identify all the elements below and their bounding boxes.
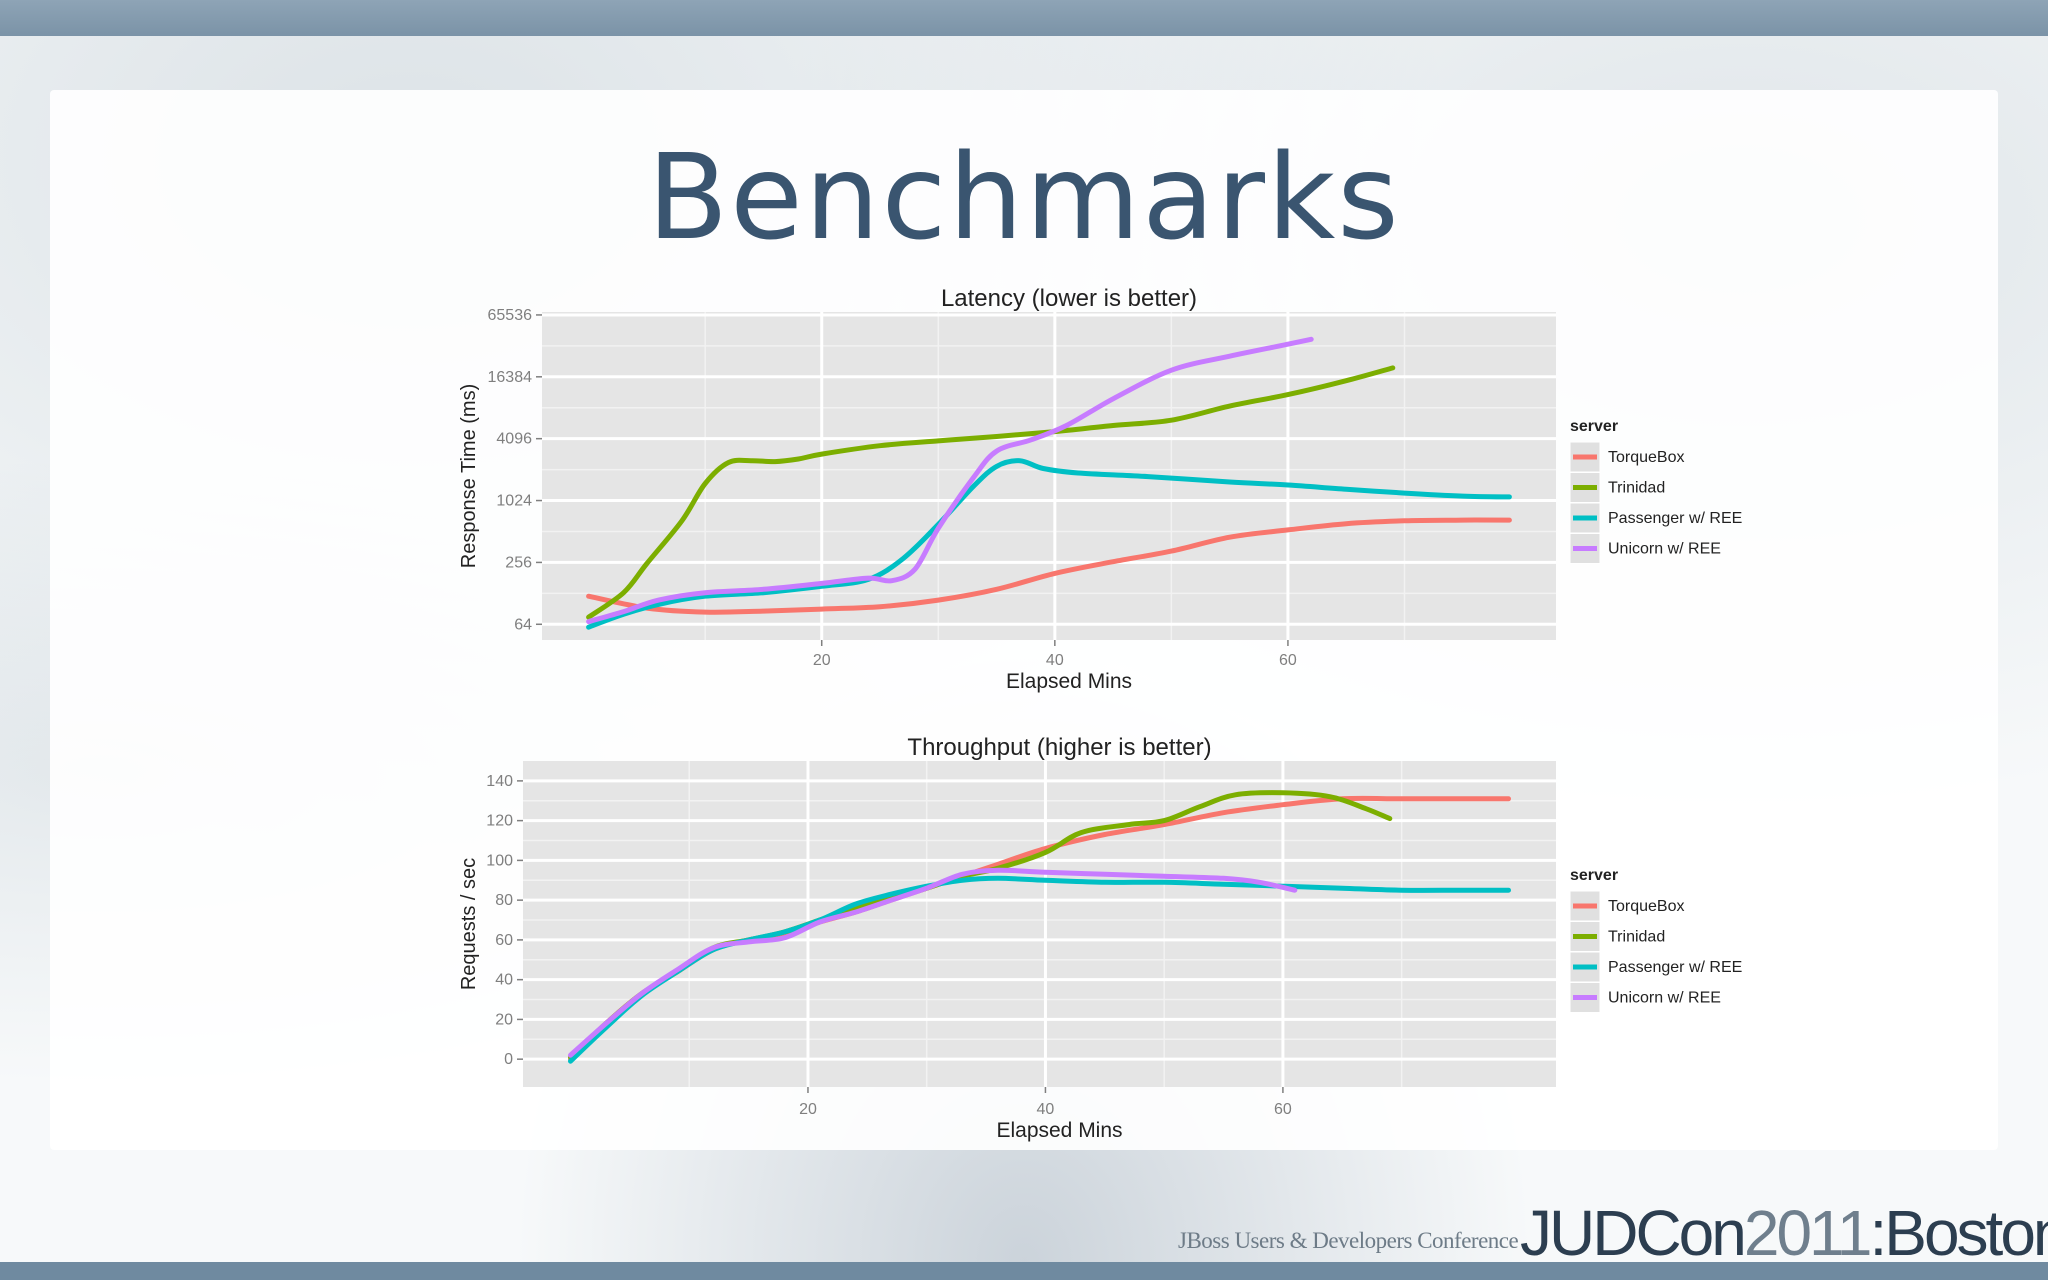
footer-brand-year: 2011 [1743, 1197, 1873, 1269]
y-tick-label: 16384 [488, 369, 533, 386]
y-tick-label: 80 [495, 892, 513, 909]
footer-brand: JUDCon2011:Boston [1520, 1196, 2048, 1270]
legend-label: Trinidad [1608, 929, 1665, 946]
series-line-torquebox [586, 517, 1512, 615]
chart-2: 20 40 60 0 20 40 60 80 100 120 140 Throughput (high… [458, 734, 1742, 1142]
footer-brand-name: JUDCon [1520, 1197, 1747, 1269]
y-tick-label: 40 [495, 972, 513, 989]
y-tick-label: 120 [486, 813, 513, 830]
x-tick-label: 20 [799, 1101, 817, 1118]
y-tick-label: 60 [495, 932, 513, 949]
x-axis-label: Elapsed Mins [996, 1119, 1122, 1142]
x-axis-label: Elapsed Mins [1006, 670, 1132, 693]
series-line-trinidad [586, 365, 1396, 620]
series-line-passenger-w-ree [586, 458, 1512, 630]
legend-label: TorqueBox [1608, 449, 1685, 466]
chart-title: Latency (lower is better) [941, 285, 1197, 312]
legend-label: Passenger w/ REE [1608, 959, 1742, 976]
bottom-band [0, 1262, 2048, 1280]
y-tick-label: 65536 [488, 307, 533, 324]
y-tick-label: 140 [486, 773, 513, 790]
y-tick-label: 100 [486, 852, 513, 869]
legend-label: Unicorn w/ REE [1608, 541, 1721, 558]
chart-1: 20 40 60 64 256 1024 4096 16384 65536 Latency (lo… [458, 285, 1742, 693]
top-band [0, 0, 2048, 36]
y-tick-label: 256 [505, 554, 532, 571]
legend: server TorqueBox Trinidad Passenger w/ REE U… [1569, 867, 1742, 1013]
footer-tagline: JBoss Users & Developers Conference [1178, 1228, 1519, 1253]
legend-label: Trinidad [1608, 480, 1665, 497]
y-tick-label: 1024 [496, 493, 532, 510]
y-axis-label: Response Time (ms) [458, 384, 480, 569]
x-tick-label: 40 [1046, 652, 1064, 669]
legend-label: Unicorn w/ REE [1608, 990, 1721, 1007]
y-tick-label: 4096 [496, 431, 532, 448]
legend-title: server [1570, 418, 1618, 435]
legend: server TorqueBox Trinidad Passenger w/ REE U… [1569, 418, 1742, 564]
legend-label: TorqueBox [1608, 898, 1685, 915]
x-tick-label: 20 [813, 652, 831, 669]
series-line-unicorn-w-ree [586, 336, 1314, 625]
y-tick-label: 0 [504, 1051, 513, 1068]
slide-title: Benchmarks [647, 128, 1401, 266]
series-line-unicorn-w-ree [568, 867, 1298, 1058]
footer-brand-place: :Boston [1869, 1197, 2048, 1269]
y-tick-label: 64 [514, 616, 532, 633]
x-tick-label: 60 [1274, 1101, 1292, 1118]
y-axis-label: Requests / sec [458, 858, 480, 990]
x-tick-label: 40 [1037, 1101, 1055, 1118]
y-tick-label: 20 [495, 1011, 513, 1028]
legend-label: Passenger w/ REE [1608, 510, 1742, 527]
legend-title: server [1570, 867, 1618, 884]
chart-title: Throughput (higher is better) [907, 734, 1211, 761]
x-tick-label: 60 [1279, 652, 1297, 669]
